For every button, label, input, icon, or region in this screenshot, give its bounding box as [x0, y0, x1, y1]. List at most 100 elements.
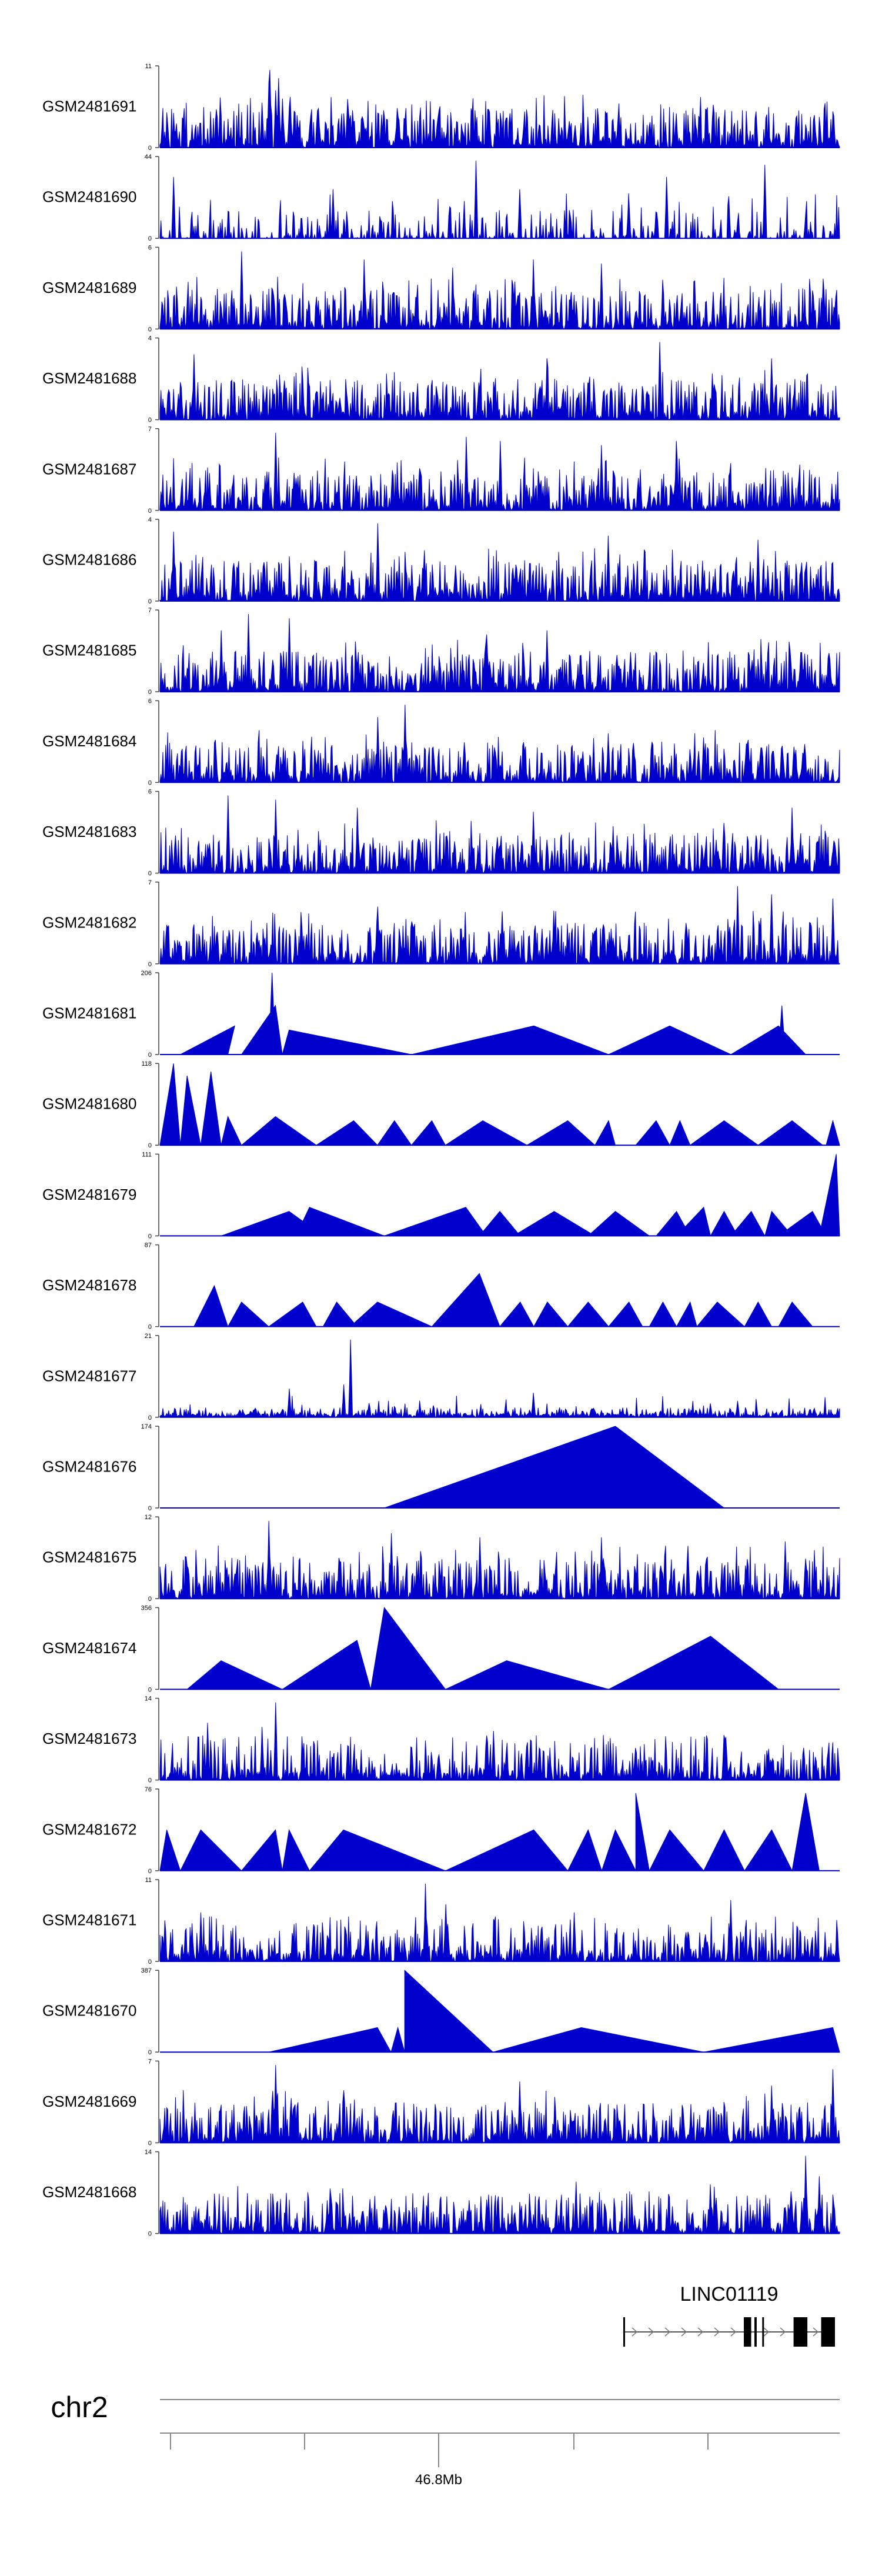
y-min-label: 0 — [148, 689, 152, 696]
signal-area — [160, 1970, 840, 2053]
signal-area — [159, 705, 840, 784]
y-max-label: 7 — [148, 607, 152, 614]
y-min-label: 0 — [148, 598, 152, 605]
strand-arrow-icon — [763, 2327, 770, 2337]
track-GSM2481689: GSM2481689 6 0 — [42, 244, 840, 333]
signal-area — [159, 2155, 840, 2235]
track-GSM2481687: GSM2481687 7 0 — [42, 426, 840, 515]
axis-ticks — [170, 2433, 709, 2467]
y-min-label: 0 — [148, 1505, 152, 1512]
y-max-label: 7 — [148, 426, 152, 433]
signal-area — [160, 1273, 840, 1327]
gene-model — [623, 2317, 835, 2347]
chromosome-label: chr2 — [51, 2391, 108, 2424]
y-max-label: 14 — [145, 1696, 152, 1703]
track-GSM2481675: GSM2481675 12 0 — [42, 1514, 840, 1603]
y-min-label: 0 — [148, 2140, 152, 2147]
y-max-label: 44 — [145, 154, 152, 161]
track-GSM2481672: GSM2481672 76 0 — [42, 1786, 840, 1875]
signal-area — [159, 1702, 840, 1781]
track-label: GSM2481676 — [42, 1458, 136, 1476]
signal-area — [159, 886, 840, 965]
signal-area — [159, 523, 840, 602]
y-max-label: 118 — [141, 1060, 152, 1067]
strand-arrow-icon — [681, 2327, 687, 2337]
strand-arrow-icon — [664, 2327, 671, 2337]
track-GSM2481678: GSM2481678 87 0 — [42, 1242, 840, 1331]
track-label: GSM2481678 — [42, 1276, 136, 1294]
signal-area — [159, 795, 840, 875]
y-max-label: 6 — [148, 244, 152, 251]
gene-exon — [754, 2317, 757, 2347]
track-label: GSM2481680 — [42, 1095, 136, 1113]
y-max-label: 76 — [145, 1786, 152, 1793]
y-min-label: 0 — [148, 961, 152, 968]
track-label: GSM2481689 — [42, 279, 136, 296]
strand-arrow-icon — [632, 2327, 638, 2337]
track-label: GSM2481688 — [42, 369, 136, 387]
y-min-label: 0 — [148, 417, 152, 424]
track-label: GSM2481672 — [42, 1820, 136, 1838]
gene-exon — [821, 2317, 835, 2347]
y-max-label: 174 — [141, 1423, 152, 1430]
signal-area — [159, 2065, 840, 2144]
track-label: GSM2481686 — [42, 551, 136, 569]
y-max-label: 6 — [148, 698, 152, 705]
track-GSM2481685: GSM2481685 7 0 — [42, 607, 840, 696]
y-min-label: 0 — [148, 1414, 152, 1422]
y-max-label: 7 — [148, 879, 152, 886]
strand-arrow-icon — [730, 2327, 737, 2337]
signal-area — [159, 614, 840, 693]
y-min-label: 0 — [148, 2231, 152, 2238]
y-min-label: 0 — [148, 1324, 152, 1331]
track-GSM2481670: GSM2481670 387 0 — [42, 1967, 840, 2056]
y-max-label: 21 — [145, 1333, 152, 1340]
strand-arrow-icon — [813, 2327, 819, 2337]
position-label: 46.8Mb — [415, 2472, 462, 2488]
gene-track: LINC01119 — [623, 2283, 835, 2347]
track-GSM2481691: GSM2481691 11 0 — [42, 63, 840, 152]
y-max-label: 87 — [145, 1242, 152, 1249]
y-max-label: 12 — [145, 1514, 152, 1521]
gene-exon — [623, 2317, 625, 2347]
track-GSM2481680: GSM2481680 118 0 — [42, 1060, 840, 1149]
gene-exon — [793, 2317, 808, 2347]
track-label: GSM2481675 — [42, 1549, 136, 1566]
track-GSM2481682: GSM2481682 7 0 — [42, 879, 840, 968]
track-GSM2481679: GSM2481679 111 0 — [42, 1151, 840, 1240]
y-max-label: 7 — [148, 2058, 152, 2065]
y-min-label: 0 — [148, 870, 152, 877]
y-min-label: 0 — [148, 1596, 152, 1603]
y-max-label: 11 — [145, 1877, 152, 1884]
track-label: GSM2481681 — [42, 1005, 136, 1022]
track-GSM2481686: GSM2481686 4 0 — [42, 516, 840, 605]
y-min-label: 0 — [148, 1052, 152, 1059]
track-GSM2481684: GSM2481684 6 0 — [42, 698, 840, 786]
track-label: GSM2481673 — [42, 1730, 136, 1747]
ideogram-track: chr2 46.8Mb — [51, 2391, 840, 2488]
track-GSM2481671: GSM2481671 11 0 — [42, 1877, 840, 1966]
y-min-label: 0 — [148, 326, 152, 333]
signal-area — [160, 1154, 840, 1237]
tracks: GSM2481691110GSM2481690440GSM248168960GS… — [42, 63, 840, 2238]
signal-area — [159, 342, 840, 421]
y-min-label: 0 — [148, 1868, 152, 1875]
signal-area — [159, 161, 840, 240]
signal-area — [159, 69, 840, 149]
gene-exon — [744, 2317, 751, 2347]
y-max-label: 4 — [148, 335, 152, 342]
track-label: GSM2481671 — [42, 1911, 136, 1929]
strand-arrow-icon — [648, 2327, 654, 2337]
y-min-label: 0 — [148, 779, 152, 786]
y-max-label: 14 — [145, 2149, 152, 2156]
track-label: GSM2481683 — [42, 823, 136, 840]
track-label: GSM2481691 — [42, 98, 136, 115]
track-GSM2481681: GSM2481681 206 0 — [42, 970, 840, 1059]
signal-area — [159, 251, 840, 331]
signal-area — [159, 432, 840, 512]
track-GSM2481688: GSM2481688 4 0 — [42, 335, 840, 424]
gene-label: LINC01119 — [680, 2283, 779, 2305]
track-GSM2481673: GSM2481673 14 0 — [42, 1696, 840, 1784]
track-label: GSM2481685 — [42, 642, 136, 659]
